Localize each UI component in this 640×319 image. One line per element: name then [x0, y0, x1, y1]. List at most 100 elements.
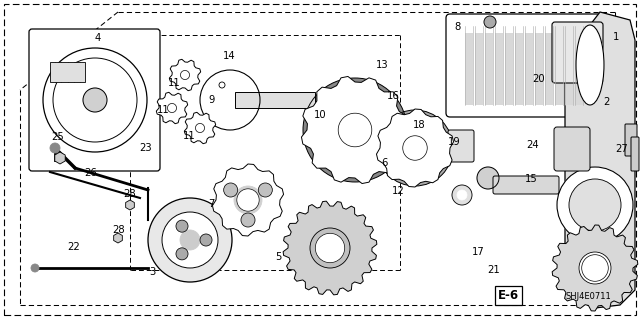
Bar: [505, 33, 513, 105]
Text: 26: 26: [84, 168, 97, 178]
Circle shape: [200, 234, 212, 246]
Bar: [575, 33, 583, 105]
Circle shape: [477, 167, 499, 189]
Circle shape: [53, 58, 137, 142]
Circle shape: [180, 230, 200, 250]
Circle shape: [50, 143, 60, 153]
Bar: [555, 33, 563, 105]
Text: 5: 5: [275, 252, 282, 262]
FancyBboxPatch shape: [554, 127, 590, 171]
FancyBboxPatch shape: [29, 29, 160, 171]
FancyBboxPatch shape: [235, 92, 315, 108]
Circle shape: [31, 264, 39, 272]
Text: 4: 4: [94, 33, 100, 43]
Bar: [485, 33, 493, 105]
Text: 11: 11: [182, 130, 195, 141]
Text: 16: 16: [387, 91, 400, 101]
Circle shape: [237, 189, 259, 211]
Circle shape: [176, 248, 188, 260]
Text: E-6: E-6: [498, 289, 520, 301]
FancyBboxPatch shape: [625, 124, 637, 156]
Circle shape: [310, 228, 350, 268]
Text: 2: 2: [604, 97, 610, 107]
Circle shape: [234, 186, 262, 214]
Circle shape: [452, 185, 472, 205]
Circle shape: [403, 136, 428, 160]
FancyBboxPatch shape: [552, 22, 603, 83]
Bar: [565, 33, 573, 105]
Circle shape: [341, 116, 369, 144]
Circle shape: [148, 198, 232, 282]
Ellipse shape: [576, 25, 604, 105]
Text: 8: 8: [454, 22, 461, 32]
Circle shape: [180, 70, 189, 79]
Circle shape: [200, 70, 260, 130]
Bar: [525, 33, 533, 105]
FancyBboxPatch shape: [493, 176, 559, 194]
Polygon shape: [565, 12, 635, 308]
Circle shape: [313, 88, 397, 172]
Circle shape: [323, 98, 387, 162]
Text: SHJ4E0711: SHJ4E0711: [566, 292, 612, 300]
Polygon shape: [170, 59, 201, 91]
Polygon shape: [156, 92, 188, 124]
Polygon shape: [212, 164, 284, 236]
Circle shape: [582, 255, 608, 281]
Circle shape: [457, 190, 467, 200]
Circle shape: [557, 167, 633, 243]
Text: 24: 24: [526, 140, 539, 150]
Circle shape: [43, 48, 147, 152]
Bar: [515, 33, 523, 105]
Text: 10: 10: [314, 110, 326, 120]
Circle shape: [223, 183, 237, 197]
Circle shape: [316, 233, 345, 263]
Text: 3: 3: [149, 267, 156, 277]
Text: 15: 15: [525, 174, 538, 184]
Circle shape: [176, 220, 188, 232]
Text: 22: 22: [67, 242, 80, 252]
Circle shape: [168, 103, 177, 113]
Text: 12: 12: [392, 186, 404, 197]
Polygon shape: [376, 109, 454, 187]
Text: 18: 18: [413, 120, 426, 130]
Circle shape: [259, 183, 273, 197]
Bar: [475, 33, 483, 105]
Text: 19: 19: [448, 137, 461, 147]
Text: 13: 13: [376, 60, 388, 70]
Text: 17: 17: [472, 247, 485, 257]
FancyBboxPatch shape: [446, 14, 609, 117]
Circle shape: [333, 108, 377, 152]
FancyBboxPatch shape: [448, 130, 474, 162]
Text: 20: 20: [532, 74, 545, 84]
Circle shape: [569, 179, 621, 231]
Circle shape: [484, 16, 496, 28]
Text: 1: 1: [612, 32, 619, 42]
Text: 11: 11: [157, 105, 170, 115]
Polygon shape: [283, 201, 377, 295]
Circle shape: [303, 78, 407, 182]
Circle shape: [162, 212, 218, 268]
Text: 28: 28: [123, 189, 136, 199]
Circle shape: [377, 110, 453, 186]
Circle shape: [387, 120, 443, 176]
Text: 11: 11: [168, 78, 180, 88]
Circle shape: [338, 113, 372, 147]
Text: 27: 27: [616, 144, 628, 154]
Text: 21: 21: [488, 264, 500, 275]
Circle shape: [83, 88, 107, 112]
Bar: [545, 33, 553, 105]
Bar: [535, 33, 543, 105]
Text: 25: 25: [51, 131, 64, 142]
Circle shape: [195, 123, 205, 133]
Text: 9: 9: [208, 95, 214, 106]
Bar: [495, 33, 503, 105]
FancyBboxPatch shape: [631, 137, 639, 171]
Text: 6: 6: [381, 158, 387, 168]
Circle shape: [397, 130, 433, 166]
Bar: [465, 33, 473, 105]
Polygon shape: [184, 112, 216, 144]
Circle shape: [579, 252, 611, 284]
Polygon shape: [552, 225, 638, 311]
Text: 23: 23: [140, 143, 152, 153]
Polygon shape: [301, 77, 408, 183]
